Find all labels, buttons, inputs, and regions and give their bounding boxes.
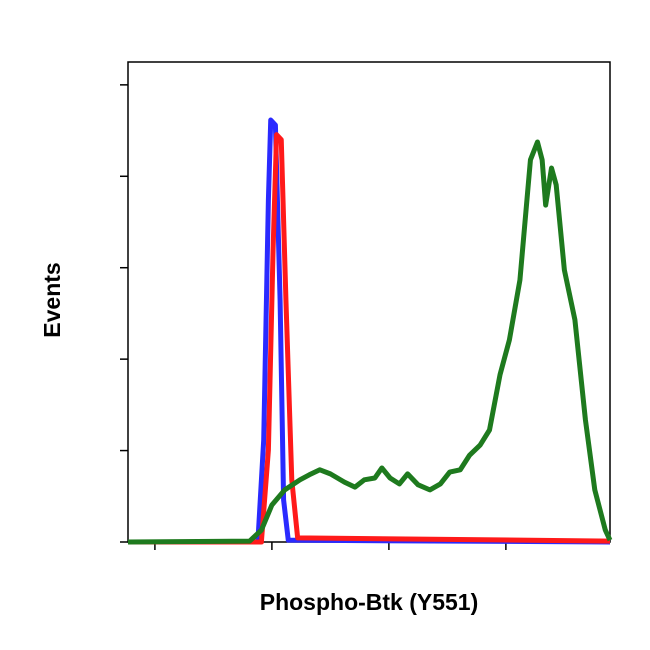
plot-frame <box>127 61 611 543</box>
y-axis-label: Events <box>39 262 65 337</box>
series-line <box>127 139 613 545</box>
series-line <box>128 132 611 545</box>
x-axis-label: Phospho-Btk (Y551) <box>260 589 479 615</box>
series-line <box>128 117 611 545</box>
